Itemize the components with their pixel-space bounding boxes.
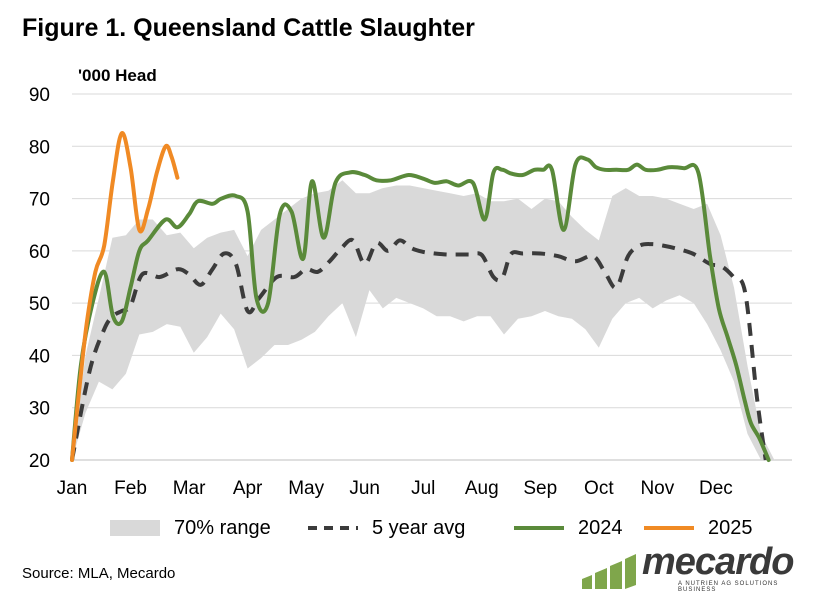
legend-item: 2024 [512, 512, 623, 544]
logo-tagline: A NUTRIEN AG SOLUTIONS BUSINESS [678, 581, 779, 593]
y-tick-label: 70 [29, 190, 50, 211]
legend-item: 5 year avg [306, 512, 465, 544]
legend-label: 2025 [708, 516, 753, 539]
y-tick-label: 40 [29, 346, 50, 367]
y-tick-label: 50 [29, 294, 50, 315]
logo-wordmark: mecardo [642, 541, 794, 583]
x-tick-label: Jul [411, 478, 435, 499]
x-tick-label: Aug [465, 478, 499, 499]
x-tick-label: Mar [173, 478, 206, 499]
y-axis-label: '000 Head [78, 66, 157, 85]
legend: 70% range 5 year avg 2024 2025 [0, 512, 814, 544]
y-tick-label: 20 [29, 451, 50, 472]
legend-swatch [644, 526, 694, 530]
x-tick-label: Nov [640, 478, 674, 499]
legend-label: 5 year avg [372, 516, 466, 539]
x-tick-label: Jun [349, 478, 380, 499]
chart-title: Figure 1. Queensland Cattle Slaughter [22, 14, 475, 42]
legend-label: 2024 [578, 516, 623, 539]
y-tick-label: 80 [29, 137, 50, 158]
mecardo-logo-mark-icon [582, 554, 636, 589]
x-tick-label: May [288, 478, 324, 499]
chart-plot-area: 20 30 40 50 60 70 80 90 Jan Feb Mar Apr May Jun Jul Au… [29, 66, 792, 499]
series-2025-line [70, 131, 180, 462]
legend-item: 2025 [642, 512, 753, 544]
range-band-layer [72, 180, 775, 461]
legend-swatch [308, 526, 358, 530]
series-lines-layer [70, 131, 771, 462]
series-5-year-avg-line [70, 237, 768, 461]
legend-swatch [110, 520, 160, 536]
y-tick-label: 30 [29, 399, 50, 420]
mecardo-logo: mecardo A NUTRIEN AG SOLUTIONS BUSINESS [578, 541, 798, 593]
x-tick-label: Feb [114, 478, 147, 499]
y-tick-labels: 20 30 40 50 60 70 80 90 [29, 85, 50, 472]
x-tick-label: Jan [57, 478, 88, 499]
source-note: Source: MLA, Mecardo [22, 565, 176, 582]
series-2024-line [70, 155, 771, 462]
x-tick-label: Apr [233, 478, 263, 499]
y-tick-label: 90 [29, 85, 50, 106]
x-tick-label: Dec [699, 478, 733, 499]
x-tick-labels: Jan Feb Mar Apr May Jun Jul Aug Sep Oct Nov Dec [57, 478, 733, 499]
legend-swatch [514, 526, 564, 530]
x-tick-label: Sep [523, 478, 557, 499]
x-tick-label: Oct [584, 478, 614, 499]
legend-item: 70% range [108, 512, 271, 544]
y-tick-label: 60 [29, 242, 50, 263]
legend-label: 70% range [174, 516, 271, 539]
series-70-range-band [72, 180, 775, 461]
